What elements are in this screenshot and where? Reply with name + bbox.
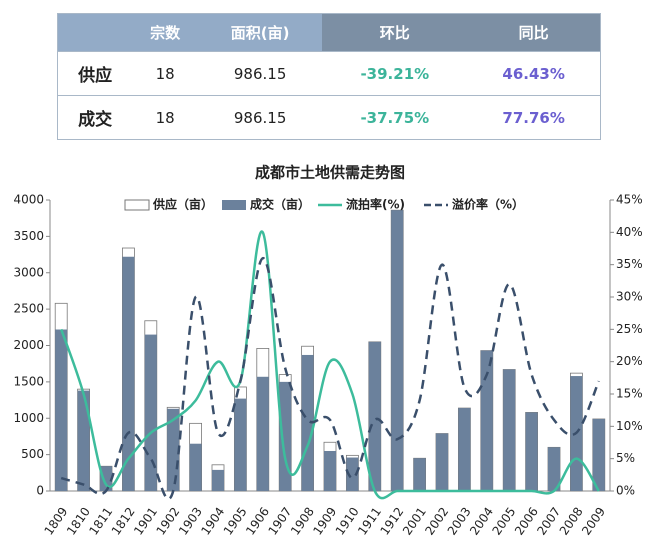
x-tick-label: 1811	[86, 505, 115, 538]
bar	[189, 443, 202, 491]
x-tick-label: 1901	[131, 505, 160, 538]
bar	[279, 381, 292, 491]
bar	[234, 398, 247, 491]
bar	[55, 329, 68, 491]
y-tick-label: 4000	[13, 193, 44, 207]
bar	[167, 408, 180, 491]
bar	[525, 412, 538, 491]
cell: 986.15	[197, 95, 323, 140]
bar	[301, 354, 314, 491]
bar	[391, 210, 404, 491]
header-cell: 宗数	[132, 13, 198, 52]
x-tick-label: 1912	[378, 505, 407, 538]
y-tick-label: 3500	[13, 229, 44, 243]
legend-swatch	[222, 200, 246, 210]
x-tick-label: 2002	[422, 505, 451, 538]
y2-tick-label: 30%	[616, 290, 643, 304]
bar	[480, 350, 493, 491]
cell: 77.76%	[467, 95, 601, 140]
bar	[122, 256, 135, 491]
x-tick-label: 2009	[579, 505, 608, 538]
legend-swatch	[124, 199, 150, 211]
header-cell: 环比	[322, 13, 468, 52]
bar	[256, 376, 269, 491]
header-cell: 面积(亩)	[197, 13, 323, 52]
x-tick-label: 2005	[490, 505, 519, 538]
bar	[436, 433, 448, 491]
x-tick-label: 1908	[288, 505, 317, 538]
row-label: 成交	[57, 95, 133, 140]
y-tick-label: 3000	[13, 265, 44, 279]
y2-tick-label: 35%	[616, 257, 643, 271]
cell: 18	[132, 95, 198, 140]
y2-tick-label: 15%	[616, 387, 643, 401]
x-tick-label: 1812	[109, 505, 138, 538]
y-tick-label: 2000	[13, 338, 44, 352]
x-tick-label: 1902	[154, 505, 183, 538]
row: 成交 18 986.15 -37.75% 77.76%	[57, 95, 601, 140]
x-tick-label: 1904	[198, 505, 227, 538]
y-tick-label: 0	[36, 484, 44, 498]
x-tick-label: 2007	[534, 505, 563, 538]
y2-tick-label: 20%	[616, 354, 643, 368]
y2-tick-label: 5%	[616, 451, 635, 465]
cell: 46.43%	[467, 51, 601, 96]
y2-tick-label: 40%	[616, 225, 643, 239]
cell: -39.21%	[322, 51, 468, 96]
x-tick-label: 1810	[64, 505, 93, 538]
x-tick-label: 1906	[243, 505, 272, 538]
x-tick-label: 2004	[467, 505, 496, 538]
x-tick-label: 1909	[310, 505, 339, 538]
x-tick-label: 1905	[221, 505, 250, 538]
bar	[100, 466, 112, 491]
bar	[548, 447, 560, 491]
bar	[458, 408, 471, 491]
y2-tick-label: 45%	[616, 193, 643, 207]
chart-title: 成都市土地供需走势图	[255, 164, 405, 182]
cell: -37.75%	[322, 95, 468, 140]
bar	[503, 369, 516, 491]
y2-tick-label: 25%	[616, 322, 643, 336]
bar	[413, 458, 426, 491]
header-row: 宗数 面积(亩) 环比 同比	[57, 13, 601, 52]
x-tick-label: 1910	[333, 505, 362, 538]
x-tick-label: 2008	[557, 505, 586, 538]
bar	[77, 390, 90, 491]
y-tick-label: 1500	[13, 374, 44, 388]
x-tick-label: 1907	[266, 505, 295, 538]
x-tick-label: 1809	[42, 505, 71, 538]
x-tick-label: 2003	[445, 505, 474, 538]
summary-table: 宗数 面积(亩) 环比 同比 供应 18 986.15 -39.21% 46.4…	[57, 13, 601, 140]
line	[60, 230, 600, 500]
bar	[324, 450, 336, 491]
y-tick-label: 2500	[13, 302, 44, 316]
bar	[368, 341, 381, 491]
y-tick-label: 500	[21, 447, 44, 461]
row: 供应 18 986.15 -39.21% 46.43%	[57, 51, 601, 96]
x-tick-label: 1903	[176, 505, 205, 538]
line	[60, 256, 600, 501]
legend-label: 流拍率(%)	[346, 197, 405, 212]
legend-label: 成交（亩）	[250, 197, 310, 212]
x-tick-label: 2006	[512, 505, 541, 538]
bar	[212, 469, 224, 491]
bar	[346, 457, 359, 491]
cell: 18	[132, 51, 198, 96]
x-tick-label: 2001	[400, 505, 429, 538]
header-cell	[57, 13, 133, 52]
header-cell: 同比	[467, 13, 601, 52]
y2-tick-label: 0%	[616, 484, 635, 498]
x-tick-label: 1911	[355, 505, 384, 538]
cell: 986.15	[197, 51, 323, 96]
y2-tick-label: 10%	[616, 419, 643, 433]
row-label: 供应	[57, 51, 133, 96]
y-tick-label: 1000	[13, 411, 44, 425]
legend-label: 溢价率（%）	[452, 197, 524, 212]
legend-label: 供应（亩）	[152, 197, 213, 212]
bar	[592, 418, 605, 491]
